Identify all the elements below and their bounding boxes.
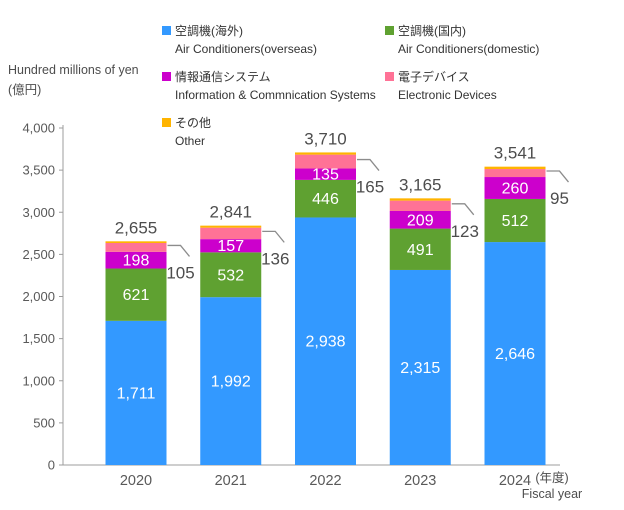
legend-swatch-air-conditioners-domestic-icon	[385, 26, 394, 35]
legend-label-en: Other	[175, 134, 206, 148]
x-axis-category-label: 2024	[499, 473, 531, 489]
bar-segment-2023-air-conditioners-overseas	[389, 269, 451, 465]
total-value-label: 2,655	[115, 218, 158, 237]
x-axis-unit-label: (年度) Fiscal year	[492, 470, 612, 502]
bar-segment-2021-air-conditioners-overseas	[200, 297, 262, 465]
bar-segment-2020-information-communication-systems	[105, 251, 167, 269]
legend-item-information-communication-systems: 情報通信システム Information & Commnication Syste…	[162, 68, 376, 104]
legend-label-en: Electronic Devices	[398, 88, 497, 102]
callout-value-label: 95	[550, 189, 569, 208]
legend-swatch-air-conditioners-overseas-icon	[162, 26, 171, 35]
segment-value-label: 446	[312, 191, 339, 208]
x-axis-category-label: 2021	[215, 473, 247, 489]
y-axis-unit-label: Hundred millions of yen (億円)	[8, 60, 139, 100]
legend-label-ja: 空調機(国内)	[398, 24, 466, 38]
bar-segment-2021-information-communication-systems	[200, 239, 262, 253]
y-axis-tick-label: 2,000	[22, 289, 55, 304]
bar-segment-2020-other	[105, 241, 167, 244]
callout-line	[167, 244, 191, 257]
segment-value-label: 209	[407, 212, 434, 229]
bar-segment-2021-electronic-devices	[200, 227, 262, 240]
y-axis-unit-line2: (億円)	[8, 83, 42, 97]
callout-line	[451, 203, 475, 216]
y-axis-tick-label: 500	[33, 415, 55, 430]
segment-value-label: 532	[217, 267, 244, 284]
callout-value-label: 123	[451, 222, 479, 241]
callout-value-label: 105	[166, 263, 194, 282]
legend-item-electronic-devices: 電子デバイス Electronic Devices	[385, 68, 497, 104]
legend-label-ja: 情報通信システム	[175, 70, 271, 84]
segment-value-label: 2,315	[400, 360, 440, 377]
bar-segment-2024-air-conditioners-domestic	[484, 198, 546, 243]
x-axis-category-label: 2023	[404, 473, 436, 489]
y-axis-tick-label: 0	[48, 458, 55, 473]
y-axis-tick-label: 1,000	[22, 373, 55, 388]
bar-segment-2022-electronic-devices	[295, 154, 356, 169]
y-axis-tick-label: 1,500	[22, 331, 55, 346]
segment-value-label: 621	[123, 287, 150, 304]
total-value-label: 3,710	[304, 129, 347, 148]
bar-segment-2021-air-conditioners-domestic	[200, 252, 262, 298]
legend-label-en: Information & Commnication Systems	[175, 88, 376, 102]
bar-segment-2023-other	[389, 198, 451, 201]
bar-segment-2023-information-communication-systems	[389, 210, 451, 229]
legend-label-en: Air Conditioners(domestic)	[398, 42, 540, 56]
segment-value-label: 157	[217, 238, 244, 255]
bar-segment-2024-electronic-devices	[484, 169, 546, 178]
bar-segment-2021-other	[200, 225, 262, 228]
total-value-label: 3,541	[494, 144, 537, 163]
y-axis-tick-label: 3,500	[22, 163, 55, 178]
bar-segment-2022-information-communication-systems	[295, 168, 356, 180]
bar-segment-2023-air-conditioners-domestic	[389, 228, 451, 270]
legend-label-en: Air Conditioners(overseas)	[175, 42, 318, 56]
y-axis-unit-line1: Hundred millions of yen	[8, 63, 139, 77]
bar-segment-2020-air-conditioners-domestic	[105, 268, 167, 321]
callout-line	[357, 158, 380, 171]
legend-label-ja: 電子デバイス	[398, 70, 470, 84]
legend-swatch-electronic-devices-icon	[385, 72, 394, 81]
legend: 空調機(海外) Air Conditioners(overseas) 空調機(国内)…	[0, 0, 624, 160]
y-axis-tick-label: 4,000	[22, 121, 55, 136]
callout-value-label: 136	[261, 249, 289, 268]
callout-line	[546, 170, 570, 183]
x-axis-unit-ja: (年度)	[535, 471, 569, 485]
bar-segment-2022-air-conditioners-domestic	[295, 179, 356, 218]
segment-value-label: 198	[123, 253, 150, 270]
x-axis-category-label: 2022	[309, 473, 341, 489]
segment-value-label: 512	[502, 213, 529, 230]
legend-swatch-other-icon	[162, 118, 171, 127]
segment-value-label: 135	[312, 167, 339, 184]
segment-value-label: 2,938	[305, 334, 345, 351]
legend-swatch-information-communication-systems-icon	[162, 72, 171, 81]
bar-segment-2024-other	[484, 166, 546, 170]
legend-label-ja: 空調機(海外)	[175, 24, 243, 38]
y-axis-tick-label: 2,500	[22, 247, 55, 262]
segment-value-label: 1,711	[117, 385, 156, 402]
bar-segment-2023-electronic-devices	[389, 200, 451, 211]
legend-item-other: その他 Other	[162, 114, 211, 150]
bar-segment-2024-information-communication-systems	[484, 177, 546, 199]
x-axis-category-label: 2020	[120, 473, 152, 489]
callout-line	[262, 230, 285, 243]
bar-segment-2020-electronic-devices	[105, 243, 167, 252]
total-value-label: 3,165	[399, 175, 442, 194]
segment-value-label: 2,646	[495, 346, 535, 363]
callout-value-label: 165	[356, 178, 384, 197]
y-axis-tick-label: 3,000	[22, 205, 55, 220]
legend-item-air-conditioners-overseas: 空調機(海外) Air Conditioners(overseas)	[162, 22, 317, 58]
bar-segment-2022-other	[295, 152, 356, 155]
x-axis-unit-en: Fiscal year	[521, 487, 583, 501]
segment-value-label: 491	[407, 242, 434, 259]
legend-label-ja: その他	[175, 116, 212, 130]
bar-segment-2020-air-conditioners-overseas	[105, 320, 167, 465]
legend-item-air-conditioners-domestic: 空調機(国内) Air Conditioners(domestic)	[385, 22, 539, 58]
segment-value-label: 1,992	[211, 374, 251, 391]
segment-value-label: 260	[502, 180, 529, 197]
bar-segment-2024-air-conditioners-overseas	[484, 242, 546, 465]
bar-segment-2022-air-conditioners-overseas	[295, 217, 356, 465]
total-value-label: 2,841	[209, 203, 252, 222]
